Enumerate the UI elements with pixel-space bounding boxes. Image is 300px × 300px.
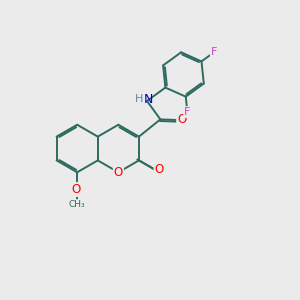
- Text: CH₃: CH₃: [69, 200, 85, 209]
- Text: H: H: [135, 94, 144, 104]
- Text: N: N: [144, 93, 153, 106]
- Text: O: O: [114, 167, 123, 179]
- Text: O: O: [73, 200, 80, 210]
- Text: O: O: [71, 183, 80, 196]
- Text: F: F: [184, 107, 190, 117]
- Text: O: O: [177, 113, 186, 127]
- Text: O: O: [154, 163, 164, 176]
- Text: O: O: [73, 200, 80, 210]
- Text: F: F: [211, 47, 217, 57]
